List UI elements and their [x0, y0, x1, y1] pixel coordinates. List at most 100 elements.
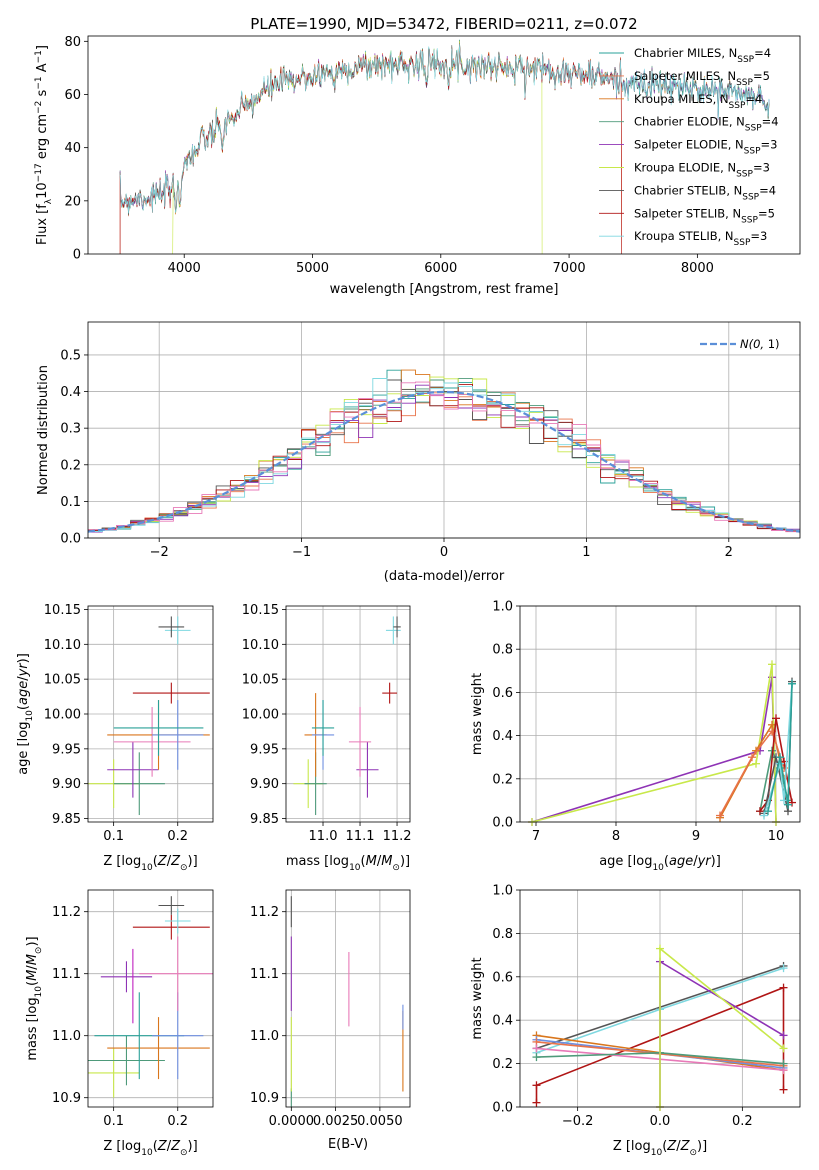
- y-tick-label: 10.9: [52, 1091, 81, 1106]
- x-tick-label: 5000: [296, 261, 329, 276]
- x-tick-label: 0.1: [103, 829, 124, 844]
- histogram-extra_pink: [88, 381, 800, 533]
- spectrum-legend: Chabrier MILES, NSSP=4 Salpeter MILES, NS…: [599, 46, 779, 248]
- y-tick-label: 11.0: [250, 1029, 279, 1044]
- legend-label-chabrier_elodie: Chabrier ELODIE, NSSP=4: [634, 115, 779, 134]
- y-tick-label: 1.0: [492, 600, 513, 615]
- x-tick-label: 0.0: [650, 1114, 671, 1129]
- y-tick-label: 80: [64, 35, 81, 50]
- y-tick-label: 0.0: [492, 1101, 513, 1116]
- y-tick-label: 0.2: [492, 1057, 513, 1072]
- axes-frame: [519, 605, 801, 823]
- y-tick-label: 60: [64, 88, 81, 103]
- weight-line-salpeter_miles: [719, 729, 785, 816]
- age_vs_mass-axes: 11.0 11.1 11.2 9.85 9.90 9.95 10.00 10.05 10.10 1…: [242, 603, 412, 873]
- y-tick-label: 9.85: [52, 812, 81, 827]
- x-tick-label: 0.0025: [313, 1114, 359, 1129]
- y-tick-label: 0.4: [60, 385, 81, 400]
- x-tick-label: 0.1: [103, 1114, 124, 1129]
- axes-frame: [87, 321, 801, 539]
- y-tick-label: 11.0: [52, 1029, 81, 1044]
- x-tick-label: −0.2: [562, 1114, 594, 1129]
- weight-line-kroupa_elodie: [531, 664, 777, 822]
- weight_vs_age-xlabel: age [log10(age/yr)]: [599, 854, 721, 873]
- y-tick-label: 10.10: [44, 638, 81, 653]
- x-tick-label: 8: [612, 829, 620, 844]
- weight_vs_z-xlabel: Z [log10(Z/Z⊙)]: [613, 1139, 707, 1158]
- x-tick-label: 1: [582, 545, 590, 560]
- spectrum-axes: 4000 5000 6000 7000 8000 0 20 40 60 80 PLATE=1990,…: [34, 15, 801, 297]
- axes-frame: [519, 889, 801, 1108]
- x-tick-label: 11.1: [346, 829, 375, 844]
- y-tick-label: 0.0: [60, 532, 81, 547]
- y-tick-label: 0.2: [60, 458, 81, 473]
- age_vs_mass-xlabel: mass [log10(M/M⊙)]: [286, 854, 410, 873]
- x-tick-label: 11.2: [383, 829, 412, 844]
- x-tick-label: 7000: [553, 261, 586, 276]
- y-tick-label: 0.3: [60, 422, 81, 437]
- y-tick-label: 0.6: [492, 970, 513, 985]
- legend-label-salpeter_elodie: Salpeter ELODIE, NSSP=3: [634, 138, 777, 157]
- legend-label-normal: N(0, 1): [740, 337, 780, 351]
- axes-frame: [87, 35, 801, 255]
- y-tick-label: 0.4: [492, 1014, 513, 1029]
- x-tick-label: 7: [532, 829, 540, 844]
- y-tick-label: 11.1: [52, 967, 81, 982]
- y-tick-label: 20: [64, 194, 81, 209]
- age_vs_z-xlabel: Z [log10(Z/Z⊙)]: [103, 854, 197, 873]
- x-tick-label: 0.2: [167, 1114, 188, 1129]
- x-tick-label: 6000: [424, 261, 457, 276]
- mass_vs_ebv-xlabel: E(B-V): [328, 1137, 368, 1152]
- residuals-xlabel: (data-model)/error: [384, 569, 505, 584]
- y-tick-label: 0.6: [492, 686, 513, 701]
- spectrum-xlabel: wavelength [Angstrom, rest frame]: [330, 282, 559, 297]
- y-tick-label: 9.90: [250, 777, 279, 792]
- x-tick-label: −1: [292, 545, 311, 560]
- y-tick-label: 0.0: [492, 816, 513, 831]
- spectrum-ylabel: Flux [fλ10−17 erg cm−2 s−1 A−1]: [34, 45, 54, 245]
- y-tick-label: 0.1: [60, 495, 81, 510]
- mass_vs_z-ylabel: mass [log10(M/M⊙)]: [25, 936, 44, 1060]
- x-tick-label: 2: [725, 545, 733, 560]
- y-tick-label: 0.2: [492, 772, 513, 787]
- y-tick-label: 40: [64, 141, 81, 156]
- normal-curve: [88, 390, 800, 533]
- x-tick-label: 0.0000: [269, 1114, 315, 1129]
- weight_vs_age-axes: 7 8 9 10 0.0 0.2 0.4 0.6 0.8 1.0 mass weight age [l…: [470, 600, 801, 873]
- weight_vs_z-ylabel: mass weight: [470, 957, 485, 1039]
- weight-line-salpeter_elodie: [531, 677, 777, 822]
- legend-label-kroupa_miles: Kroupa MILES, NSSP=4: [634, 92, 762, 111]
- weight_vs_z-axes: −0.2 0.0 0.2 0.0 0.2 0.4 0.6 0.8 1.0 mass weight Z…: [470, 884, 801, 1158]
- y-tick-label: 10.9: [250, 1091, 279, 1106]
- axes-frame: [285, 889, 411, 1108]
- residuals-ylabel: Normed distribution: [36, 365, 51, 495]
- y-tick-label: 11.2: [52, 905, 81, 920]
- x-tick-label: 9: [692, 829, 700, 844]
- y-tick-label: 10.00: [44, 708, 81, 723]
- y-tick-label: 10.05: [242, 673, 279, 688]
- mass_vs_z-axes: 0.1 0.2 10.9 11.0 11.1 11.2 Z [log10(Z/Z⊙)] mas…: [25, 889, 214, 1158]
- spectrum-title: PLATE=1990, MJD=53472, FIBERID=0211, z=0…: [250, 15, 637, 33]
- y-tick-label: 0: [73, 248, 81, 263]
- y-tick-label: 11.2: [250, 905, 279, 920]
- y-tick-label: 10.05: [44, 673, 81, 688]
- legend-label-kroupa_stelib: Kroupa STELIB, NSSP=3: [634, 229, 767, 248]
- x-tick-label: 11.0: [309, 829, 338, 844]
- x-tick-label: 4000: [168, 261, 201, 276]
- y-tick-label: 0.5: [60, 348, 81, 363]
- y-tick-label: 9.95: [250, 742, 279, 757]
- legend-label-kroupa_elodie: Kroupa ELODIE, NSSP=3: [634, 161, 770, 180]
- y-tick-label: 10.00: [242, 708, 279, 723]
- residuals-axes: −2 −1 0 1 2 0.0 0.1 0.2 0.3 0.4 0.5 N(0, 1) (data-mo…: [36, 321, 801, 584]
- age_vs_z-axes: 0.1 0.2 9.85 9.90 9.95 10.00 10.05 10.10 10.15 Z …: [16, 603, 214, 873]
- age_vs_z-ylabel: age [log10(age/yr)]: [16, 653, 35, 775]
- y-tick-label: 11.1: [250, 967, 279, 982]
- weight_vs_age-ylabel: mass weight: [470, 673, 485, 755]
- y-tick-label: 10.10: [242, 638, 279, 653]
- y-tick-label: 10.15: [44, 603, 81, 618]
- mass_vs_z-xlabel: Z [log10(Z/Z⊙)]: [103, 1139, 197, 1158]
- x-tick-label: 0.2: [167, 829, 188, 844]
- legend-label-chabrier_miles: Chabrier MILES, NSSP=4: [634, 46, 771, 65]
- y-tick-label: 9.95: [52, 742, 81, 757]
